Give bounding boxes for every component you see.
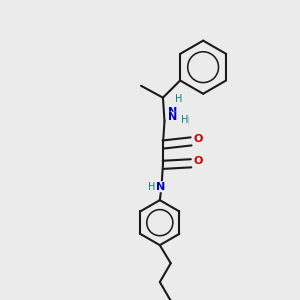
Text: N: N: [168, 107, 177, 117]
Text: H: H: [182, 116, 189, 126]
Text: O: O: [194, 156, 203, 166]
Text: H: H: [175, 94, 182, 104]
Text: N: N: [156, 182, 165, 192]
Text: N: N: [168, 112, 177, 122]
Text: H: H: [181, 116, 188, 125]
Text: H: H: [148, 182, 156, 192]
Text: O: O: [194, 134, 203, 144]
Text: O: O: [194, 134, 203, 144]
Text: H: H: [176, 96, 183, 106]
Text: N: N: [156, 182, 165, 192]
Text: H: H: [148, 182, 156, 192]
Text: O: O: [194, 156, 203, 166]
